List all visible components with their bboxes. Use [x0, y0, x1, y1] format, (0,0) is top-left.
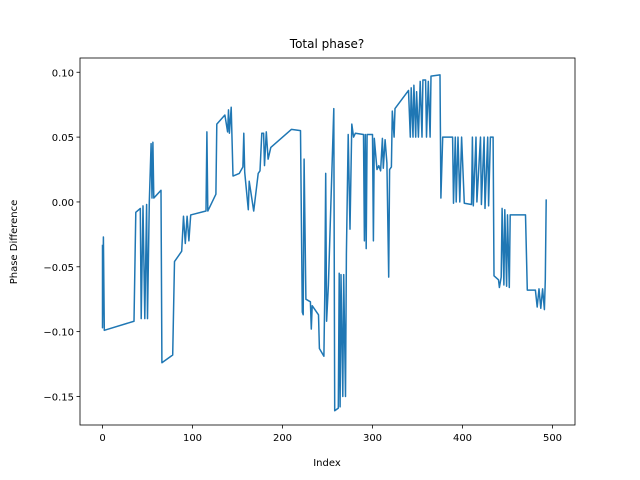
- x-axis-label: Index: [313, 458, 341, 469]
- x-tick-label: 200: [273, 433, 292, 444]
- x-tick-label: 0: [99, 433, 105, 444]
- y-axis-label: Phase Difference: [9, 200, 20, 285]
- y-tick-label: 0.10: [52, 68, 74, 79]
- x-tick-label: 100: [183, 433, 202, 444]
- x-tick-label: 500: [543, 433, 562, 444]
- y-tick-label: 0.05: [52, 133, 74, 144]
- y-tick-label: −0.15: [43, 392, 74, 403]
- data-line: [101, 74, 547, 412]
- y-tick-label: −0.05: [43, 263, 74, 274]
- y-tick-label: 0.00: [52, 198, 74, 209]
- chart-title: Total phase?: [289, 37, 364, 51]
- plot-frame: [79, 57, 576, 426]
- y-tick-label: −0.10: [43, 328, 74, 339]
- x-tick-label: 300: [363, 433, 382, 444]
- x-tick-label: 400: [453, 433, 472, 444]
